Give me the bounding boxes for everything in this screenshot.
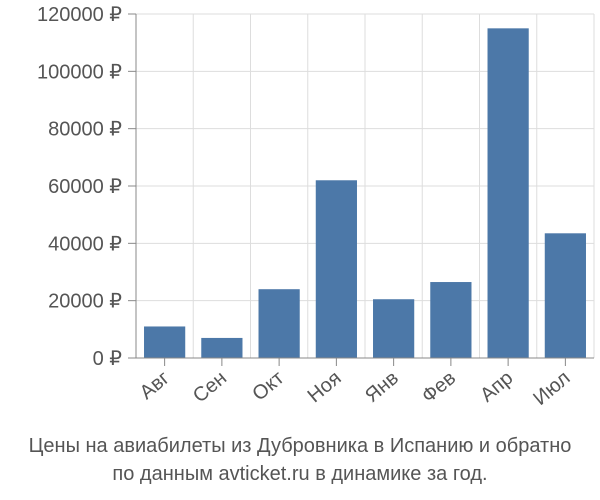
x-tick-label: Ноя [304, 367, 346, 407]
x-tick-label: Апр [476, 367, 517, 407]
x-tick-label: Авг [136, 367, 174, 404]
x-tick-labels: Авг Сен Окт Ноя Янв Фев Апр Июл [136, 367, 575, 410]
y-tick-label: 0 ₽ [93, 348, 123, 370]
bar-6 [487, 28, 529, 358]
y-tick-label: 80000 ₽ [48, 119, 122, 141]
bar-7 [544, 233, 586, 358]
bar-1 [201, 337, 243, 358]
y-tick-label: 100000 ₽ [37, 61, 122, 83]
grid-lines [135, 13, 595, 359]
x-tick-label: Янв [361, 367, 403, 407]
y-tick-label: 120000 ₽ [37, 4, 122, 26]
x-tick-label: Сен [189, 367, 231, 407]
bar-3 [315, 180, 357, 358]
y-tick-labels: 0 ₽ 20000 ₽ 40000 ₽ 60000 ₽ 80000 ₽ 100000 ₽ 1… [37, 4, 122, 370]
y-tick-label: 40000 ₽ [48, 233, 122, 255]
bar-0 [144, 326, 186, 358]
chart-caption-line-1: Цены на авиабилеты из Дубровника в Испан… [28, 435, 572, 457]
bar-2 [258, 289, 300, 358]
bars [144, 28, 586, 358]
chart-caption-line-2: по данным avticket.ru в динамике за год. [112, 463, 488, 485]
x-tick-label: Июл [529, 367, 574, 410]
y-tick-label: 20000 ₽ [48, 291, 122, 313]
y-tick-label: 60000 ₽ [48, 176, 122, 198]
x-tick-label: Фев [418, 367, 460, 408]
bar-4 [373, 299, 415, 358]
bar-5 [430, 282, 472, 358]
axes [128, 13, 594, 366]
x-tick-label: Окт [248, 367, 288, 406]
